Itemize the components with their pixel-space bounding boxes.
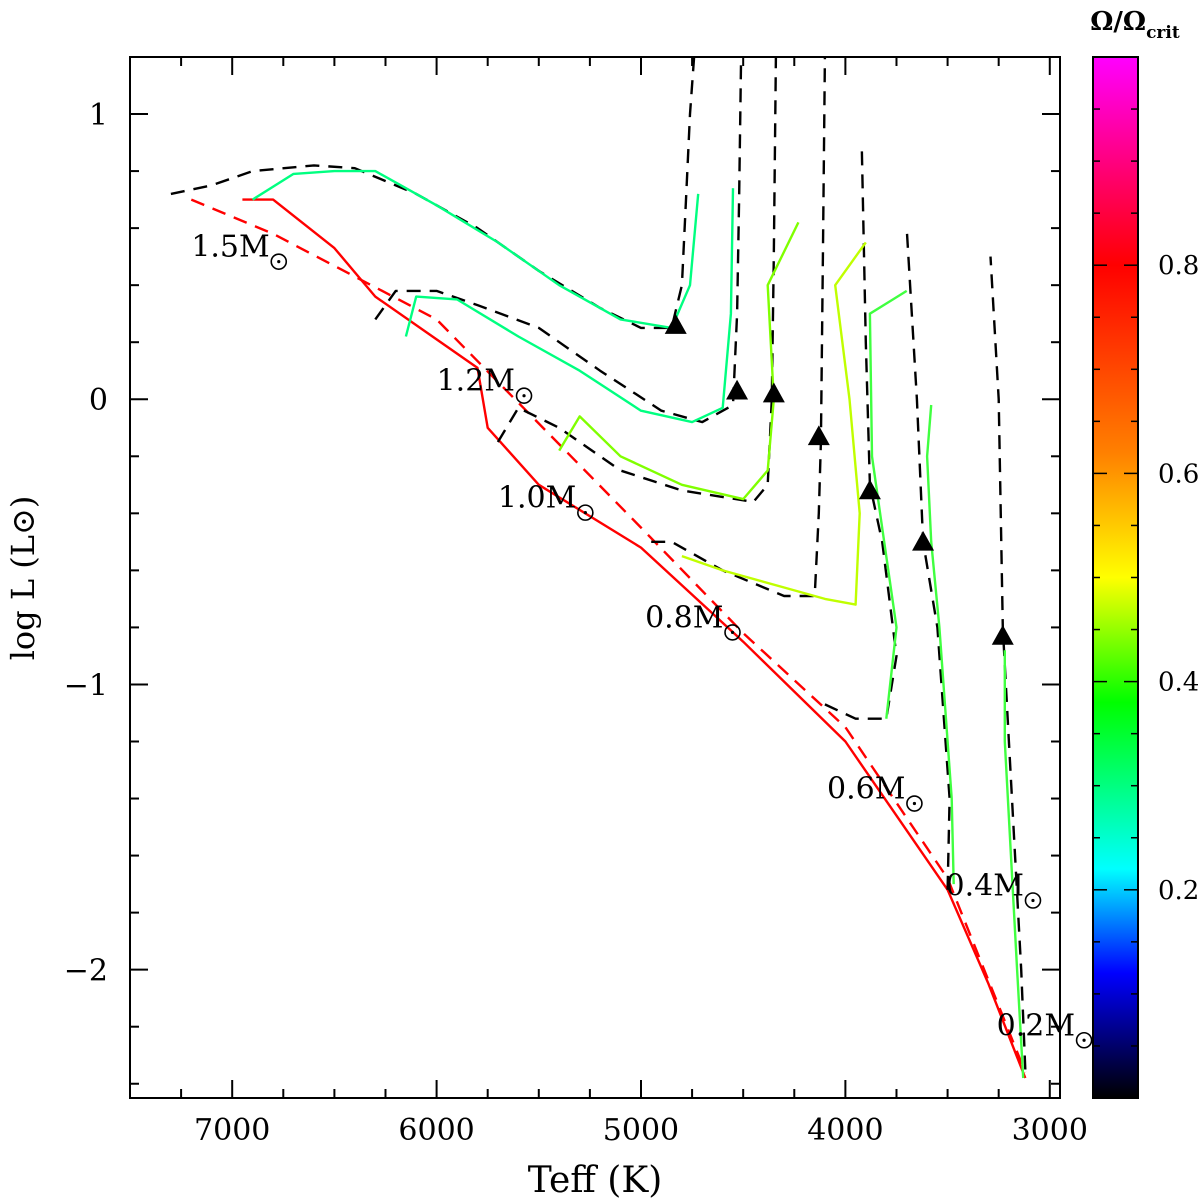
mass-label: 1.5M: [191, 230, 269, 265]
triangle-marker: [858, 479, 881, 500]
axis-ticks: [129, 56, 1060, 1098]
triangle-marker: [807, 425, 830, 446]
mass-label-layer: 1.5M 1.2M 1.0M 0.8M 0.6M 0.4M 0.2M: [191, 230, 1093, 1049]
mass-label: 0.8M: [645, 600, 723, 635]
mass-label: 1.2M: [437, 364, 515, 399]
sun-symbol-dot: [1082, 1038, 1086, 1042]
series-line: [496, 57, 778, 504]
sun-symbol-dot: [1031, 898, 1035, 903]
sun-symbol-dot: [912, 801, 917, 806]
y-tick-label: −2: [64, 954, 108, 989]
triangle-marker: [726, 379, 749, 400]
colorbar-tick-label: 0.2: [1158, 876, 1199, 906]
colorbar-title-sub: crit: [1146, 23, 1180, 43]
series-line: [681, 241, 867, 606]
x-axis-label: Teff (K): [528, 1160, 663, 1201]
mass-label: 0.2M: [997, 1008, 1075, 1043]
series-line: [905, 228, 951, 890]
series-line: [868, 289, 908, 719]
series-line: [404, 188, 735, 424]
x-tick-label: 5000: [603, 1113, 679, 1148]
triangle-marker: [664, 314, 687, 334]
sun-symbol-icon: [1075, 1031, 1093, 1049]
series-line: [242, 198, 1027, 1079]
x-tick-label: 4000: [807, 1113, 883, 1148]
plot-frame: [129, 56, 1061, 1099]
sun-symbol-icon: [270, 253, 288, 270]
series-line: [925, 404, 955, 885]
colorbar-title-main: Ω/Ω: [1090, 7, 1146, 37]
sun-symbol-dot: [277, 260, 281, 264]
sun-symbol-icon: [1024, 892, 1042, 909]
series-line: [251, 169, 700, 330]
series-line: [1003, 650, 1025, 1079]
sun-symbol-icon: [724, 624, 741, 641]
colorbar-tick-label: 0.8: [1158, 251, 1199, 281]
sun-symbol-dot: [583, 511, 587, 515]
colorbar-gradient: [1092, 56, 1139, 1099]
series-layer: [170, 57, 1027, 1079]
y-tick-label: −1: [64, 668, 108, 703]
mass-label: 1.0M: [498, 481, 576, 516]
colorbar-title: Ω/Ωcrit: [1090, 7, 1180, 43]
colorbar-tick-label: 0.6: [1158, 459, 1199, 489]
tick-label-layer: 7000 6000 5000 4000 3000 1 0 −1 −2: [64, 98, 1088, 1148]
sun-symbol-icon: [906, 795, 923, 812]
colorbar-ticks: 0.2 0.4 0.6 0.8: [1093, 108, 1199, 1047]
series-line: [170, 57, 696, 330]
sun-symbol-icon: [515, 387, 533, 404]
y-tick-label: 1: [89, 98, 108, 133]
colorbar: 0.2 0.4 0.6 0.8 Ω/Ωcrit: [1090, 7, 1199, 1099]
sun-symbol-icon: [577, 504, 594, 521]
mass-label: 0.4M: [946, 869, 1024, 904]
sun-symbol-dot: [522, 394, 526, 398]
series-line: [190, 198, 1027, 1073]
series-line: [374, 57, 743, 424]
series-line: [989, 256, 1027, 1070]
x-tick-label: 7000: [194, 1113, 270, 1148]
series-line: [824, 142, 898, 720]
x-tick-label: 6000: [398, 1113, 474, 1148]
triangle-marker: [991, 624, 1014, 645]
x-tick-label: 3000: [1012, 1113, 1088, 1148]
colorbar-tick-label: 0.4: [1158, 668, 1199, 698]
series-line: [558, 221, 800, 501]
y-axis-label: log L (L⊙): [4, 496, 42, 661]
sun-symbol-dot: [730, 630, 735, 635]
marker-layer: [664, 314, 1014, 645]
y-tick-label: 0: [89, 383, 108, 418]
triangle-marker: [762, 382, 785, 403]
triangle-marker: [912, 530, 935, 551]
mass-label: 0.6M: [827, 772, 905, 807]
